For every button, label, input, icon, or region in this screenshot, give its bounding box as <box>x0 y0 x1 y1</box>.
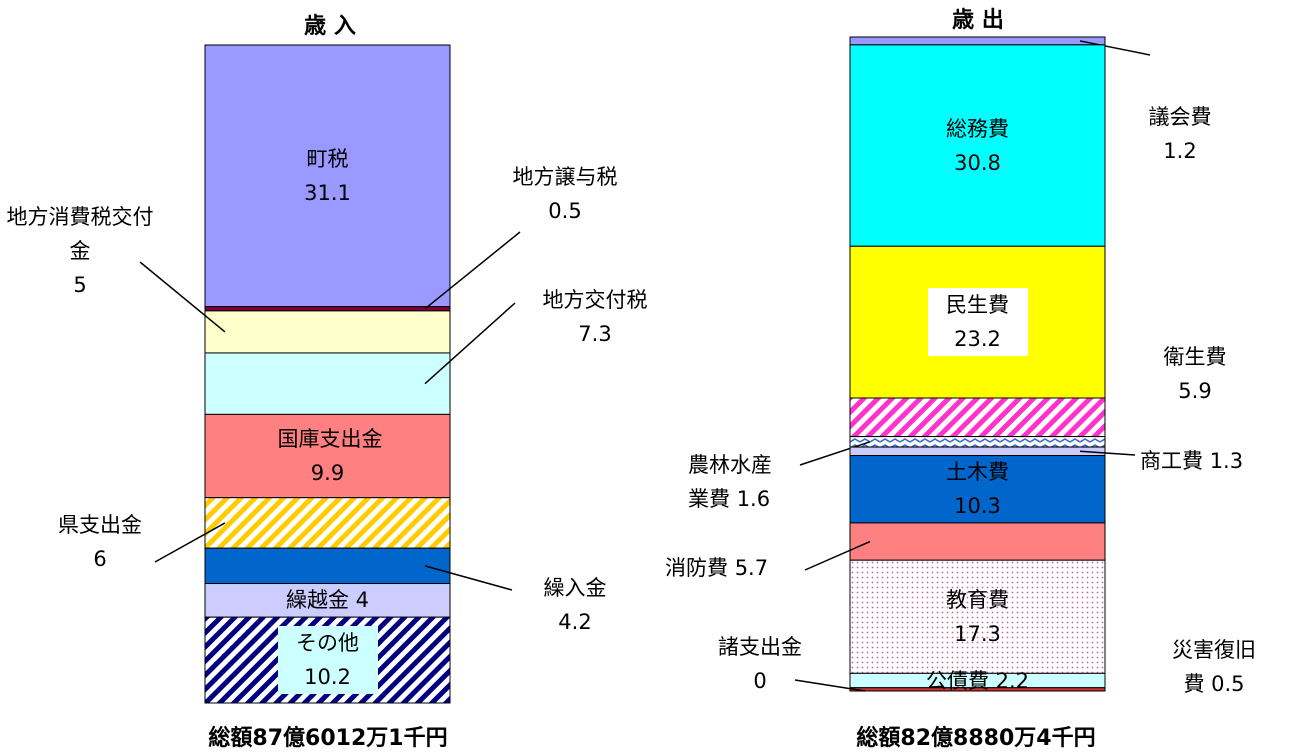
segment-label: 県支出金 6 <box>40 508 160 576</box>
segment-label: 農林水産業費 1.6 <box>688 448 786 516</box>
segment-name: 総務費 <box>946 116 1009 141</box>
leader-line <box>139 261 226 333</box>
bar-segment <box>204 306 451 312</box>
segment-value: 7.3 <box>578 322 612 346</box>
segment-label: 議会費 1.2 <box>1120 100 1240 168</box>
segment-label: 商工費 1.3 <box>1140 444 1290 478</box>
leader-line <box>424 231 521 310</box>
segment-value: 5.9 <box>1178 379 1212 403</box>
segment-name: 衛生費 <box>1163 345 1227 369</box>
segment-value: 0.5 <box>548 199 582 223</box>
segment-value: 6 <box>93 547 107 571</box>
segment-name: 災害復旧費 <box>1172 638 1256 696</box>
segment-value: 30.8 <box>954 150 1001 175</box>
segment-label: 諸支出金 0 <box>690 630 830 698</box>
segment-label: 地方消費税交付金 5 <box>5 200 155 302</box>
segment-label: 総務費 30.8 <box>928 112 1028 180</box>
segment-value: 1.6 <box>736 487 771 511</box>
bar-segment <box>204 547 451 585</box>
segment-name: 地方交付税 <box>542 288 648 312</box>
segment-name: 地方消費税交付金 <box>6 205 154 263</box>
segment-name: 繰越金 <box>285 588 349 613</box>
segment-name: 教育費 <box>946 587 1009 612</box>
segment-name: 議会費 <box>1148 105 1212 129</box>
segment-value: 5 <box>73 273 87 297</box>
bar-segment <box>849 44 1106 247</box>
segment-value: 17.3 <box>954 621 1001 646</box>
segment-name: 県支出金 <box>58 513 142 537</box>
total-label: 総額82億8880万4千円 <box>856 726 1096 751</box>
leader-line <box>1079 450 1136 456</box>
segment-value: 2.2 <box>995 668 1030 693</box>
bar-segment <box>204 413 451 499</box>
segment-name: 繰入金 <box>543 576 607 600</box>
bar-segment <box>204 310 451 354</box>
bar-segment <box>204 44 451 308</box>
bar-segment <box>204 583 451 618</box>
bar-segment <box>849 559 1106 674</box>
segment-value: 0 <box>753 669 767 693</box>
segment-value: 10.3 <box>954 494 1001 519</box>
leader-line <box>424 565 513 591</box>
bar-segment <box>849 36 1106 46</box>
segment-label: 教育費 17.3 <box>928 583 1028 651</box>
segment-name: 農林水産業費 <box>688 453 772 511</box>
segment-value: 5.7 <box>734 556 769 580</box>
segment-label: 衛生費 5.9 <box>1135 340 1255 408</box>
segment-name: 商工費 <box>1140 449 1203 473</box>
bar-segment <box>849 397 1106 438</box>
segment-label: 地方交付税 7.3 <box>505 283 685 351</box>
segment-value: 1.3 <box>1209 449 1244 473</box>
segment-name: 消防費 <box>665 556 728 580</box>
segment-name: 町税 <box>306 146 349 171</box>
segment-label: その他 10.2 <box>277 626 378 695</box>
leader-line <box>799 441 871 466</box>
segment-label: 公債費 2.2 <box>908 664 1048 698</box>
segment-label: 災害復旧費 0.5 <box>1165 633 1263 701</box>
segment-label: 民生費 23.2 <box>927 288 1028 357</box>
bar-segment <box>204 497 451 549</box>
segment-value: 4.2 <box>558 610 592 634</box>
segment-name: 地方譲与税 <box>512 165 618 189</box>
segment-label: 地方譲与税 0.5 <box>475 160 655 228</box>
leader-line <box>804 540 871 571</box>
segment-label: 繰入金 4.2 <box>500 571 650 639</box>
segment-label: 国庫支出金 9.9 <box>278 422 383 490</box>
bar-segment <box>849 436 1106 448</box>
bar-segment <box>849 455 1106 524</box>
leader-line <box>794 679 866 692</box>
segment-name: 国庫支出金 <box>277 427 383 452</box>
leader-line <box>154 522 226 563</box>
leader-line <box>1079 40 1151 56</box>
segment-label: 繰越金 4 <box>258 583 398 617</box>
total-label: 総額87億6012万1千円 <box>208 726 448 751</box>
chart-title: 歳 出 <box>952 8 1004 33</box>
segment-value: 23.2 <box>954 327 1001 352</box>
segment-value: 9.9 <box>310 461 345 486</box>
segment-name: 土木費 <box>946 460 1009 485</box>
leader-line <box>424 302 516 385</box>
bar-segment <box>204 352 451 415</box>
segment-value: 31.1 <box>304 180 351 205</box>
segment-value: 4 <box>355 588 370 613</box>
segment-value: 10.2 <box>304 665 351 690</box>
segment-name: 諸支出金 <box>718 635 802 659</box>
segment-name: その他 <box>296 631 359 656</box>
segment-name: 公債費 <box>925 668 989 693</box>
segment-name: 民生費 <box>946 293 1009 318</box>
segment-value: 1.2 <box>1163 139 1197 163</box>
segment-label: 土木費 10.3 <box>928 455 1028 523</box>
segment-value: 0.5 <box>1211 672 1245 696</box>
segment-label: 町税 31.1 <box>278 142 378 210</box>
bar-segment <box>849 522 1106 561</box>
segment-label: 消防費 5.7 <box>665 551 825 585</box>
chart-title: 歳 入 <box>304 14 356 39</box>
